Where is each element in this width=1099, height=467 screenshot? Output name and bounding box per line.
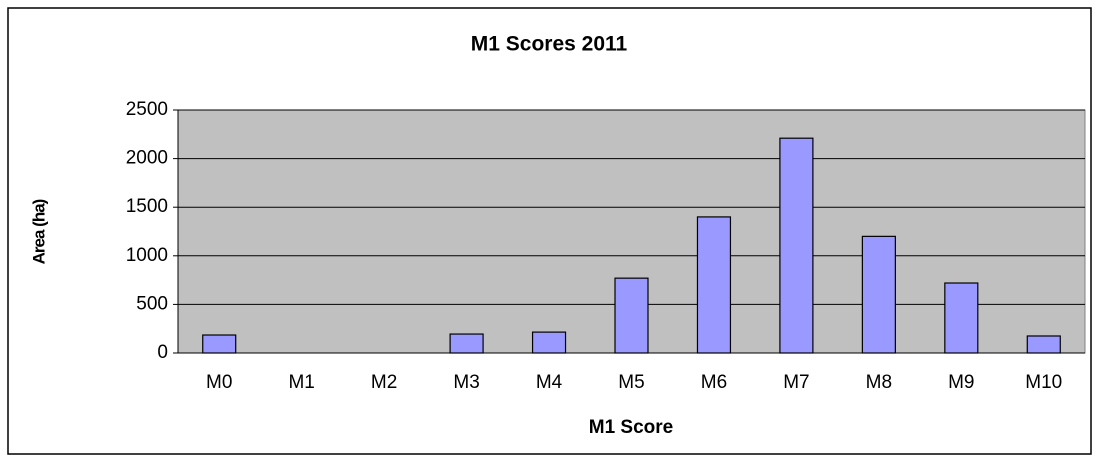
x-tick-label: M9: [948, 372, 974, 393]
x-tick-label: M2: [371, 372, 397, 393]
x-axis-title: M1 Score: [589, 417, 673, 438]
x-tick-label: M0: [206, 372, 232, 393]
x-tick-label: M4: [536, 372, 563, 393]
x-tick-label: M10: [1025, 372, 1062, 393]
bar: [944, 282, 979, 354]
x-tick-label: M5: [618, 372, 644, 393]
bar: [449, 333, 484, 354]
y-tick-label: 0: [157, 342, 168, 363]
x-tick-label: M6: [701, 372, 727, 393]
y-tick-label: 1500: [126, 196, 168, 217]
y-axis-title: Area (ha): [29, 199, 48, 264]
x-tick-label: M1: [288, 372, 314, 393]
y-tick-label: 2000: [126, 148, 168, 169]
bar: [531, 331, 567, 354]
chart-title: M1 Scores 2011: [471, 33, 628, 56]
y-tick-label: 2500: [126, 99, 168, 120]
x-tick-label: M3: [453, 372, 479, 393]
bar: [202, 334, 237, 354]
y-tick-label: 500: [136, 293, 168, 314]
bar: [1026, 335, 1061, 354]
bar: [861, 235, 896, 354]
y-tick-label: 1000: [126, 245, 168, 266]
x-tick-label: M7: [783, 372, 809, 393]
bar: [614, 277, 649, 354]
bar: [779, 137, 814, 354]
bar: [696, 216, 732, 354]
x-tick-label: M8: [866, 372, 892, 393]
